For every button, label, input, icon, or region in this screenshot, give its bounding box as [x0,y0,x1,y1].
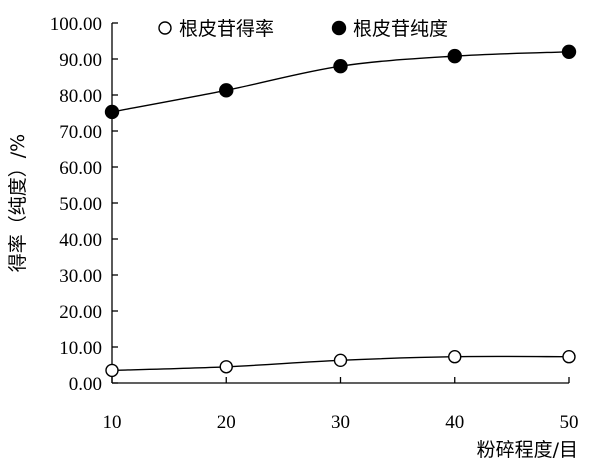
data-point-filled [104,104,120,120]
y-tick-label: 70.00 [59,122,102,143]
legend-marker-filled [331,20,347,36]
y-axis-ticks: 0.00 10.00 20.00 30.00 40.00 50.00 60.00 70.00 8… [50,14,118,395]
data-point-open [562,350,576,364]
y-tick-label: 30.00 [59,266,102,287]
x-tick-label: 40 [445,412,464,433]
y-tick-label: 0.00 [69,374,102,395]
y-tick-label: 80.00 [59,86,102,107]
series-layer [104,44,577,378]
data-point-open [219,360,233,374]
data-point-filled [333,58,348,74]
x-axis-title: 粉碎程度/目 [477,439,578,461]
axes [111,23,569,384]
x-axis-ticks: 10 20 30 40 50 [103,377,579,433]
x-tick-label: 30 [331,412,350,433]
data-point-filled [219,83,234,98]
data-point-filled [447,48,462,64]
y-tick-label: 50.00 [59,194,102,215]
data-point-open [105,363,119,378]
data-point-open [448,350,462,364]
x-tick-label: 10 [103,412,122,433]
data-point-open [333,353,348,368]
y-tick-label: 20.00 [59,302,102,323]
x-tick-label: 50 [560,412,579,433]
y-tick-label: 100.00 [50,14,102,35]
legend: 根皮苷得率 根皮苷纯度 [158,18,448,40]
legend-label: 根皮苷得率 [179,18,274,40]
y-tick-label: 60.00 [59,158,102,179]
legend-label: 根皮苷纯度 [353,18,448,40]
x-tick-label: 20 [217,412,236,433]
legend-marker-open [158,21,172,35]
y-axis-title: 得率（纯度）/% [7,134,29,272]
y-tick-label: 40.00 [59,230,102,251]
y-tick-label: 90.00 [59,50,102,71]
y-tick-label: 10.00 [59,338,102,359]
data-point-filled [561,44,577,59]
